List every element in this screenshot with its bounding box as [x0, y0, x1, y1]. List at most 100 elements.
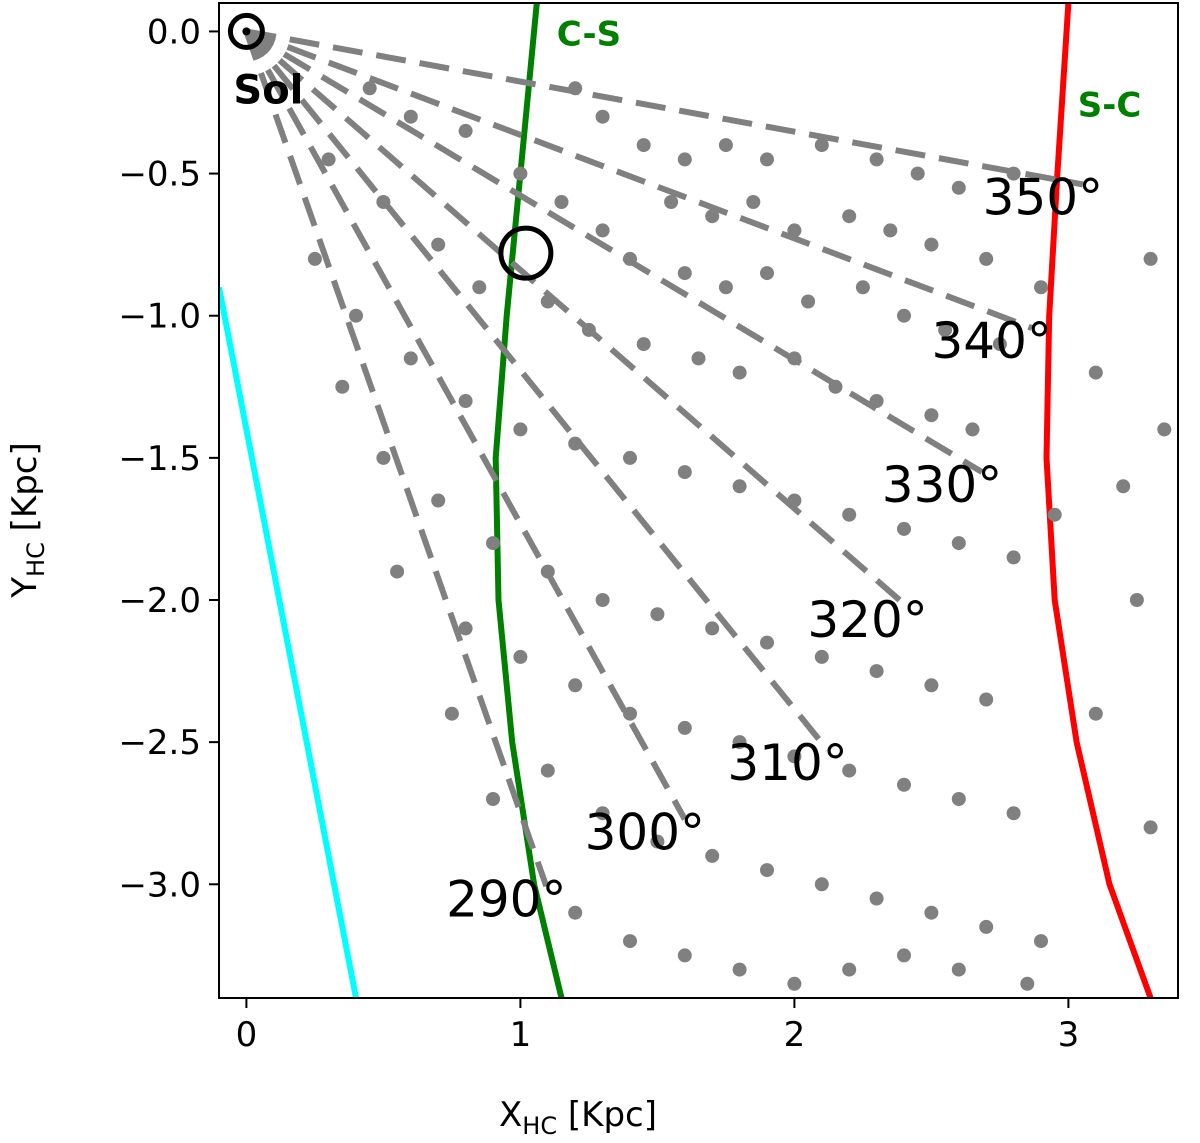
data-point	[595, 806, 610, 821]
data-point	[910, 166, 925, 181]
data-point	[992, 337, 1007, 352]
data-point	[897, 308, 911, 323]
data-point	[650, 834, 665, 849]
data-point	[1020, 976, 1035, 991]
data-point	[376, 450, 391, 465]
sightline-label-330: 330°	[882, 456, 1002, 514]
sightline-label-310: 310°	[727, 734, 847, 792]
data-point	[869, 152, 884, 167]
data-point	[1006, 550, 1021, 565]
data-point	[924, 237, 939, 252]
data-point	[924, 678, 939, 693]
data-point	[760, 635, 774, 650]
data-point	[568, 678, 583, 693]
arm-label-c-s: C-S	[557, 15, 621, 55]
sightline-320	[244, 29, 910, 610]
data-point	[444, 706, 459, 721]
data-point	[951, 962, 966, 977]
data-point	[979, 251, 994, 266]
data-point	[951, 180, 966, 195]
data-point	[540, 564, 555, 579]
plot-area: 290° 300° 310° 320° 330° 340° 350° Sol C-S S-C	[219, 3, 1172, 998]
data-point	[540, 763, 555, 778]
data-point	[869, 891, 884, 906]
y-tick-label: −2.0	[118, 581, 201, 621]
data-point	[486, 792, 500, 806]
data-point	[636, 138, 651, 153]
data-point	[869, 394, 884, 408]
data-point	[732, 479, 747, 494]
data-point	[623, 450, 637, 465]
data-point	[581, 322, 596, 337]
data-point	[568, 436, 583, 451]
y-axis-label: YHC [Kpc]	[5, 442, 50, 599]
data-point	[1006, 806, 1021, 821]
annotations: 290° 300° 310° 320° 330° 340° 350° Sol C-S S-C	[233, 15, 1141, 929]
data-point	[760, 266, 774, 281]
data-point	[403, 351, 418, 366]
x-tick-label: 0	[236, 1015, 258, 1055]
data-point	[979, 919, 994, 934]
data-point	[951, 792, 966, 806]
axis-ticks: 0 1 2 3 0.0 −0.5 −1.0 −1.5 −2.0 −2.5 −3.0	[118, 12, 1079, 1055]
sun-center-dot	[242, 27, 251, 36]
data-point	[595, 593, 610, 607]
data-point	[376, 195, 391, 209]
sightline-label-290: 290°	[446, 870, 566, 928]
y-tick-label: −1.0	[118, 297, 201, 337]
data-point	[855, 280, 870, 295]
x-tick-label: 1	[510, 1015, 532, 1055]
data-point	[705, 848, 720, 863]
data-point	[1116, 479, 1131, 494]
data-point	[924, 905, 939, 920]
data-point	[486, 536, 500, 551]
y-tick-label: −0.5	[118, 155, 201, 195]
sightlines	[243, 28, 1084, 888]
data-point	[1034, 934, 1048, 949]
sightline-label-340: 340°	[931, 312, 1051, 370]
data-point	[691, 351, 706, 366]
data-point	[1088, 706, 1103, 721]
data-point	[814, 138, 829, 153]
data-point	[842, 209, 857, 224]
data-point	[623, 706, 637, 721]
data-point	[1143, 251, 1158, 266]
sightline-350	[245, 28, 1084, 188]
data-point	[677, 152, 692, 167]
data-point	[458, 394, 473, 408]
spiral-arm-0	[219, 286, 359, 998]
sightline-300	[243, 29, 688, 821]
sightline-340	[245, 28, 1033, 331]
data-point	[979, 692, 994, 707]
data-point	[705, 621, 720, 636]
data-point	[458, 621, 473, 636]
data-point	[595, 223, 610, 238]
data-point	[1006, 166, 1021, 181]
plot-frame	[218, 2, 1179, 999]
data-point	[390, 564, 405, 579]
data-point	[623, 934, 637, 949]
data-point	[1034, 280, 1048, 295]
data-point	[1129, 593, 1144, 607]
data-point	[1143, 820, 1158, 835]
y-tick-label: 0.0	[147, 12, 201, 52]
data-point	[568, 81, 583, 96]
data-point	[623, 251, 637, 266]
data-point	[842, 962, 857, 977]
data-point	[677, 948, 692, 963]
data-point	[787, 493, 802, 508]
sightline-label-300: 300°	[585, 803, 705, 861]
data-point	[650, 607, 665, 622]
data-point	[1047, 507, 1062, 522]
data-point	[787, 223, 802, 238]
data-point	[349, 308, 363, 323]
data-point	[554, 195, 569, 209]
data-point	[362, 81, 377, 96]
data-point	[513, 166, 528, 181]
data-point	[705, 209, 720, 224]
y-tick-label: −3.0	[118, 865, 201, 905]
data-point	[732, 365, 747, 380]
data-point	[431, 493, 446, 508]
data-point	[431, 237, 446, 252]
